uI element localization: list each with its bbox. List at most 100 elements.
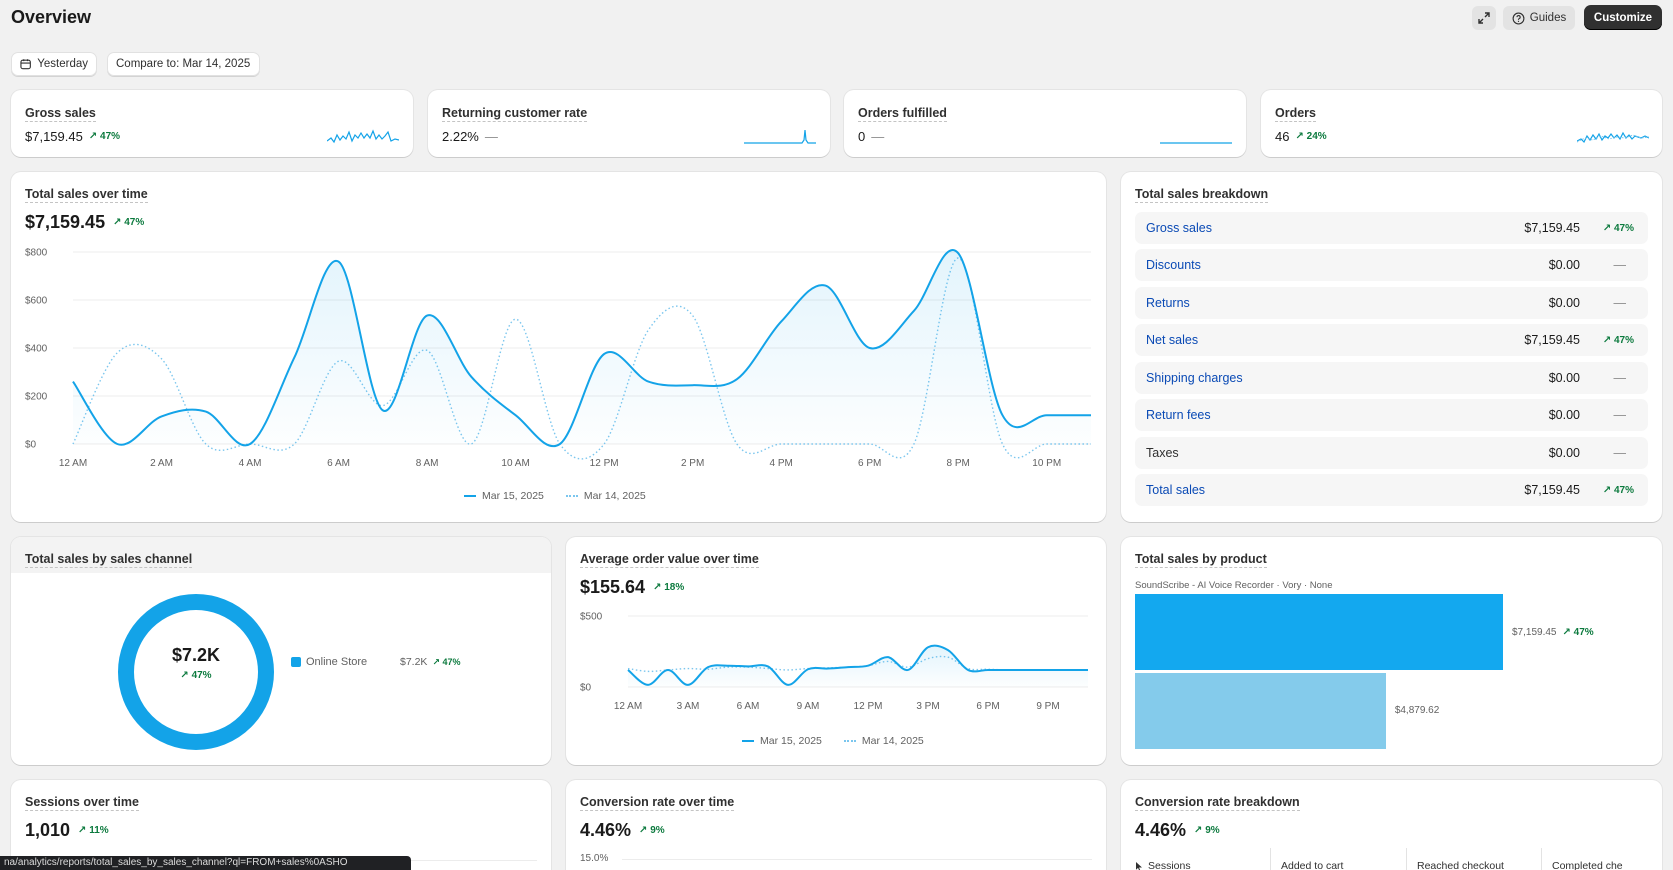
sales-by-product-card[interactable]: Total sales by product SoundScribe - AI … [1121,537,1662,765]
data-point[interactable] [956,251,961,256]
data-point[interactable] [557,442,562,447]
breakdown-row[interactable]: Returns $0.00 — [1135,287,1648,319]
total-sales-over-time-card[interactable]: Total sales over time $7,159.45 ↗ 47% $0… [11,172,1106,522]
breakdown-row[interactable]: Net sales $7,159.45 ↗ 47% [1135,324,1648,356]
compare-picker[interactable]: Compare to: Mar 14, 2025 [107,52,260,76]
breakdown-label[interactable]: Returns [1146,296,1190,310]
breakdown-row[interactable]: Taxes $0.00 — [1135,437,1648,469]
kpi-card-orders-fulfilled[interactable]: Orders fulfilled 0 — [844,90,1246,157]
breakdown-label[interactable]: Shipping charges [1146,371,1243,385]
x-tick-label: 9 PM [1036,701,1059,712]
breakdown-label[interactable]: Gross sales [1146,221,1212,235]
data-point[interactable] [1026,667,1031,672]
data-point[interactable] [906,667,911,672]
data-point[interactable] [766,664,771,669]
data-point[interactable] [1046,667,1051,672]
top-bar: Overview Guides Customize [0,0,1673,40]
data-point[interactable] [734,377,739,382]
data-point[interactable] [425,313,430,318]
data-point[interactable] [666,667,671,672]
data-point[interactable] [867,346,872,351]
conversion-rate-over-time-card[interactable]: Conversion rate over time 4.46% ↗ 9% 15.… [566,780,1106,870]
data-point[interactable] [1044,413,1049,418]
data-point[interactable] [686,682,691,687]
breakdown-value: $0.00 [1548,408,1580,422]
data-point[interactable] [779,319,784,324]
kpi-card-returning-customer-rate[interactable]: Returning customer rate 2.22% — [428,90,830,157]
data-point[interactable] [336,259,341,264]
breakdown-row[interactable]: Discounts $0.00 — [1135,249,1648,281]
data-point[interactable] [1089,413,1094,418]
data-point[interactable] [746,664,751,669]
data-point[interactable] [926,645,931,650]
expand-button[interactable] [1472,6,1496,30]
headline-value: 1,010 [25,820,71,840]
data-point[interactable] [1006,667,1011,672]
average-order-value-card[interactable]: Average order value over time $155.64 ↗ … [566,537,1106,765]
data-point[interactable] [806,667,811,672]
breakdown-row[interactable]: Return fees $0.00 — [1135,399,1648,431]
data-point[interactable] [986,667,991,672]
bar-previous[interactable] [1135,673,1386,749]
data-point[interactable] [248,442,253,447]
breakdown-row[interactable]: Shipping charges $0.00 — [1135,362,1648,394]
data-point[interactable] [469,374,474,379]
donut-slice-online-store[interactable] [118,594,274,750]
bar-current[interactable] [1135,594,1503,670]
headline-change: ↗ 18% [653,582,685,593]
y-tick-label: 15.0% [580,853,609,864]
data-point[interactable] [866,663,871,668]
breakdown-label[interactable]: Net sales [1146,333,1199,347]
data-point[interactable] [1066,667,1071,672]
legend-item-current[interactable]: Mar 15, 2025 [742,735,822,747]
data-point[interactable] [826,666,831,671]
guides-button[interactable]: Guides [1503,6,1575,30]
date-range-label: Yesterday [37,58,88,70]
data-point[interactable] [690,383,695,388]
kpi-card-orders[interactable]: Orders 46 ↗ 24% [1261,90,1662,157]
data-point[interactable] [380,408,385,413]
breakdown-label[interactable]: Total sales [1146,483,1206,497]
data-point[interactable] [706,665,711,670]
series-line-current[interactable] [627,644,1088,686]
data-point[interactable] [646,682,651,687]
data-point[interactable] [513,413,518,418]
data-point[interactable] [966,667,971,672]
sessions-over-time-card[interactable]: Sessions over time 1,010 ↗ 11% [11,780,551,870]
data-point[interactable] [626,667,631,672]
breakdown-row[interactable]: Gross sales $7,159.45 ↗ 47% [1135,212,1648,244]
kpi-card-gross-sales[interactable]: Gross sales $7,159.45 ↗ 47% [11,90,413,157]
breakdown-label[interactable]: Return fees [1146,408,1211,422]
data-point[interactable] [203,409,208,414]
series-line-current[interactable] [72,249,1091,448]
data-point[interactable] [602,352,607,357]
data-point[interactable] [115,442,120,447]
customize-button[interactable]: Customize [1584,5,1662,30]
data-point[interactable] [71,379,76,384]
data-point[interactable] [911,308,916,313]
conversion-rate-breakdown-card[interactable]: Conversion rate breakdown 4.46% ↗ 9% Ses… [1121,780,1662,870]
data-point[interactable] [159,414,164,419]
breakdown-label[interactable]: Discounts [1146,258,1201,272]
data-point[interactable] [1000,413,1005,418]
date-range-picker[interactable]: Yesterday [11,52,97,76]
data-point[interactable] [1086,667,1091,672]
data-point[interactable] [292,355,297,360]
legend-item-current[interactable]: Mar 15, 2025 [464,490,544,502]
kpi-title: Orders [1275,106,1316,122]
data-point[interactable] [946,648,951,653]
data-point[interactable] [646,379,651,384]
data-point[interactable] [886,655,891,660]
data-point[interactable] [726,663,731,668]
legend-item-previous[interactable]: Mar 14, 2025 [843,735,924,747]
sales-by-channel-card[interactable]: Total sales by sales channel $7.2K ↗ 47%… [11,537,551,765]
data-point[interactable] [846,665,851,670]
breakdown-row[interactable]: Total sales $7,159.45 ↗ 47% [1135,474,1648,506]
channel-legend-item[interactable]: Online Store [291,656,367,668]
data-point[interactable] [786,682,791,687]
data-point[interactable] [823,283,828,288]
legend-item-previous[interactable]: Mar 14, 2025 [565,490,646,502]
series-line-previous[interactable] [72,257,1091,460]
kpi-sparkline [327,129,399,144]
product-name: SoundScribe - AI Voice Recorder · Vory ·… [1135,580,1333,591]
